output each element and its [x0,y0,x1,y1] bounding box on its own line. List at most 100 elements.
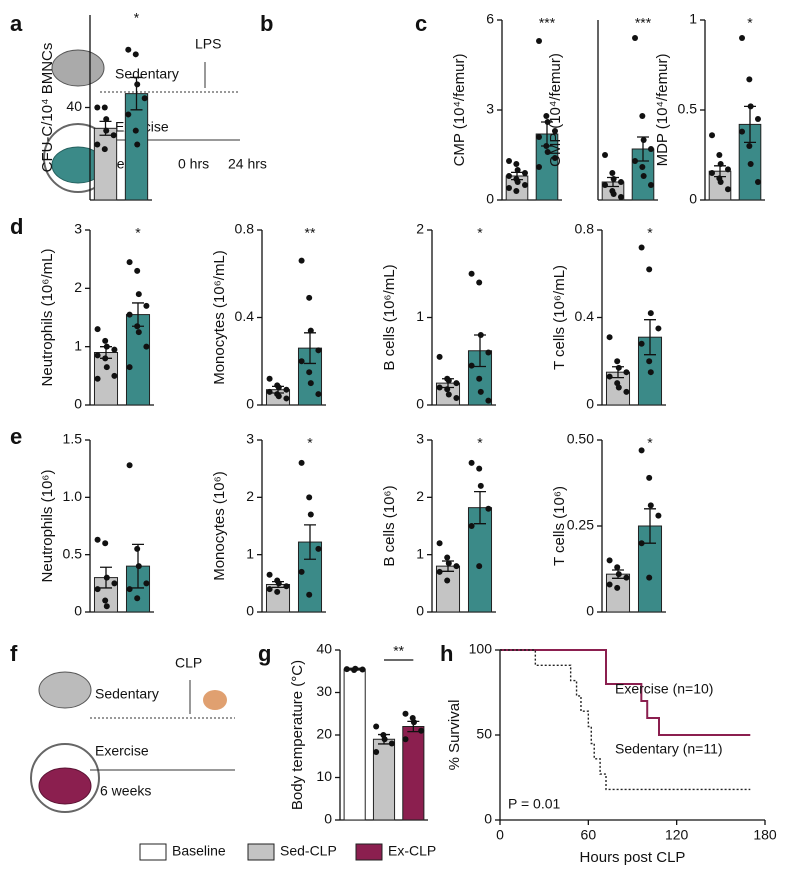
data-point [647,310,654,317]
data-point [359,666,366,673]
y-tick-label: 1 [416,308,424,324]
data-point [746,76,753,83]
data-point [640,137,647,143]
data-point [468,270,475,277]
panel-label: e [10,424,22,449]
data-point [521,170,528,176]
data-point [724,166,731,173]
y-tick-label: 0 [246,396,254,412]
y-tick-label: 2 [416,221,424,237]
data-point [544,119,551,125]
data-point [453,395,460,401]
data-point [747,103,754,110]
data-point [134,141,141,148]
data-point [306,591,313,598]
data-point [444,577,451,584]
data-point [307,327,314,334]
data-point [103,574,110,581]
data-point [126,364,133,371]
significance: * [307,435,313,451]
y-axis-label: Monocytes (10⁶) [211,471,228,581]
stimulus: CLP [175,655,202,671]
data-point [551,128,558,134]
data-point [275,393,282,400]
y-axis-label: Neutrophils (10⁶/mL) [39,249,56,387]
data-point [298,358,305,365]
mouse-sedentary [51,49,105,87]
data-point [315,545,322,552]
data-point [476,465,483,472]
data-point [647,369,654,376]
data-point [623,369,630,376]
panel-label: h [440,641,453,666]
y-tick-label: 0 [486,191,494,207]
data-point [315,347,322,354]
data-point [141,95,148,102]
y-tick-label: 1.5 [63,431,83,447]
y-tick-label: 2 [416,488,424,504]
data-point [647,146,654,152]
data-point [747,161,754,167]
data-point [606,373,613,380]
panel-label: g [258,641,271,666]
data-point [615,384,622,391]
data-point [717,179,724,185]
data-point [646,266,653,273]
data-point [125,111,132,118]
data-point [615,571,622,578]
data-point [126,462,133,469]
data-point [134,81,141,88]
data-point [606,581,613,588]
schematic-a [43,49,240,193]
data-point [306,369,313,376]
data-point [477,482,484,489]
significance: *** [635,15,652,31]
error-bar [474,490,486,525]
data-point [543,113,550,119]
y-tick-label: 20 [316,726,332,742]
data-point [134,595,141,602]
data-point [110,132,117,139]
data-point [418,727,425,734]
error-bar [644,319,656,356]
data-point [506,158,513,164]
data-point [126,586,133,593]
data-point [617,179,624,185]
mouse-exercise [38,767,92,805]
data-point [754,116,761,122]
data-point [639,113,646,119]
data-point [134,545,141,552]
data-point [632,158,639,164]
data-point [646,358,653,365]
data-point [101,146,108,153]
y-tick-label: 0 [74,603,82,619]
duration: 6 weeks [100,783,151,799]
data-point [125,46,132,53]
mouse-sedentary [38,671,92,709]
y-axis-label: B cells (10⁶) [381,485,398,566]
data-point [307,380,314,387]
data-point [306,494,313,501]
panel-label: d [10,214,23,239]
y-axis-label: Body temperature (°C) [289,660,306,810]
legend-label: Ex-CLP [388,843,436,859]
data-point [717,161,724,167]
data-point [453,380,460,387]
data-point [551,155,558,161]
y-tick-label: 1 [74,337,82,353]
significance: * [647,435,653,451]
data-point [103,364,110,371]
y-tick-label: 3 [246,431,254,447]
data-point [445,560,452,567]
data-point [283,583,290,590]
wheel [30,743,100,813]
data-point [739,35,746,41]
y-tick-label: 0 [689,191,697,207]
data-point [514,167,521,173]
data-point [606,557,613,564]
panel-label: b [260,11,273,36]
data-point [623,388,630,395]
data-point [536,38,543,44]
data-point [610,191,617,197]
data-point [373,749,380,755]
